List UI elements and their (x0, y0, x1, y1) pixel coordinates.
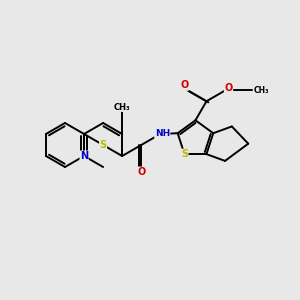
Text: O: O (180, 80, 188, 90)
Text: CH₃: CH₃ (254, 86, 269, 95)
Text: S: S (100, 140, 107, 150)
Text: O: O (137, 167, 145, 177)
Text: N: N (80, 151, 88, 161)
Text: S: S (181, 149, 188, 159)
Text: O: O (224, 83, 232, 93)
Text: NH: NH (154, 130, 170, 139)
Text: CH₃: CH₃ (114, 103, 130, 112)
